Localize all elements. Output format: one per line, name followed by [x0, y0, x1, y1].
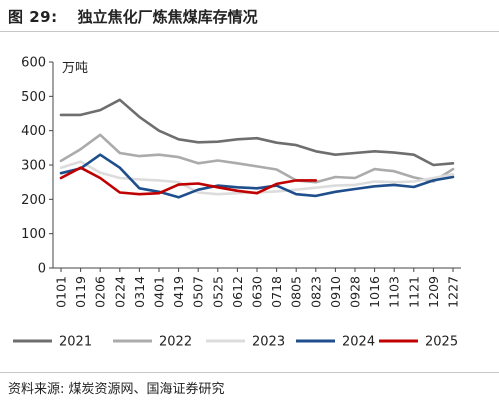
legend-label-2025: 2025	[425, 335, 458, 350]
legend-label-2021: 2021	[59, 335, 92, 350]
x-tick-label: 0612	[230, 276, 245, 308]
x-tick-label: 1103	[387, 276, 402, 308]
x-tick-label: 1016	[367, 276, 382, 308]
legend-label-2024: 2024	[342, 335, 375, 350]
x-tick-label: 0805	[289, 276, 304, 308]
series-line-2025	[59, 166, 318, 196]
figure-header: 图 29: 独立焦化厂炼焦煤库存情况	[8, 6, 258, 28]
x-tick-label: 0630	[250, 276, 265, 308]
legend-label-2022: 2022	[159, 335, 192, 350]
series-line-2021	[59, 98, 455, 167]
source-note: 资料来源: 煤炭资源网、国海证券研究	[8, 382, 225, 397]
series-line-2024	[59, 153, 455, 199]
y-tick-label: 600	[21, 56, 46, 71]
x-tick-label: 0314	[132, 276, 147, 308]
x-tick-label: 0401	[152, 276, 167, 308]
x-tick-label: 0910	[328, 276, 343, 308]
x-tick-label: 0206	[93, 276, 108, 308]
unit-label: 万吨	[62, 61, 88, 76]
x-tick-label: 0119	[73, 276, 88, 308]
x-tick-label: 0507	[191, 276, 206, 308]
x-tick-label: 0224	[112, 276, 127, 308]
header-rule	[0, 31, 499, 32]
x-tick-label: 0101	[54, 276, 69, 308]
x-tick-label: 0928	[348, 276, 363, 308]
x-tick-label: 0823	[308, 276, 323, 308]
x-tick-label: 1121	[406, 276, 421, 308]
x-tick-label: 1227	[446, 276, 461, 308]
x-tick-label: 0525	[210, 276, 225, 308]
series-line-2022	[59, 133, 455, 184]
y-tick-label: 200	[21, 193, 46, 208]
y-tick-label: 300	[21, 159, 46, 174]
figure-title: 独立焦化厂炼焦煤库存情况	[77, 8, 258, 26]
y-tick-label: 0	[38, 262, 46, 277]
figure-number: 图 29:	[8, 8, 58, 26]
footer-rule	[0, 372, 499, 373]
y-tick-label: 100	[21, 227, 46, 242]
y-tick-label: 500	[21, 90, 46, 105]
x-tick-label: 0419	[171, 276, 186, 308]
legend-label-2023: 2023	[252, 335, 285, 350]
x-tick-label: 0718	[269, 276, 284, 308]
y-tick-label: 400	[21, 124, 46, 139]
x-tick-label: 1209	[426, 276, 441, 308]
